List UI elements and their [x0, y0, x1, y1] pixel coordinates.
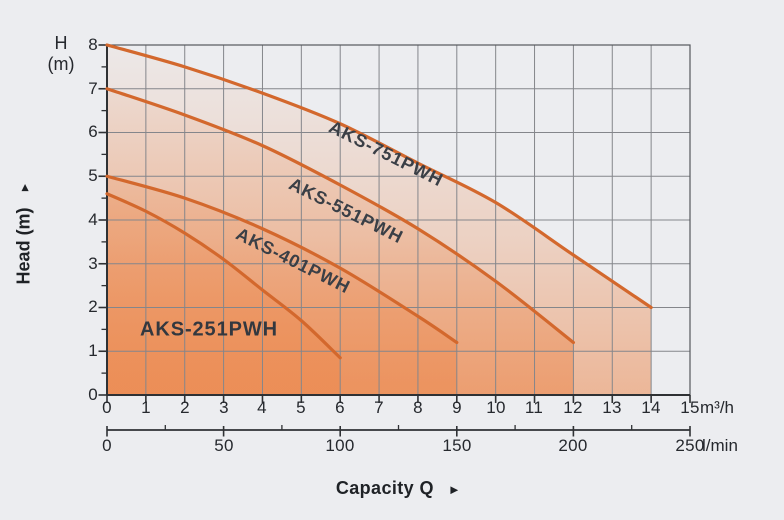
x-tick-label: 7	[374, 398, 384, 417]
y-tick-label: 2	[88, 297, 98, 316]
x-tick-label: 11	[524, 398, 544, 417]
y-tick-label: 4	[88, 210, 98, 229]
x-tick-label: 5	[296, 398, 306, 417]
curve-aks-551pwh	[105, 87, 576, 345]
right-arrow-icon: ►	[447, 482, 462, 497]
curve-aks-251pwh	[105, 192, 342, 360]
x-axis-title: Capacity Q ►	[107, 478, 690, 499]
y-axis-title: Head (m) ►	[14, 182, 35, 285]
y-axis-symbol: H	[54, 33, 68, 53]
x-tick-label: 6	[335, 398, 345, 417]
y-tick-label: 1	[88, 341, 98, 360]
x-tick-label: 1	[141, 398, 151, 417]
y-axis-title-text: Head (m)	[13, 207, 34, 285]
x-tick-label: 2	[180, 398, 190, 417]
x-tick-label: 9	[452, 398, 462, 417]
curve-label-aks-251pwh: AKS-251PWH	[140, 318, 278, 341]
y-axis-unit: (m)	[47, 54, 75, 74]
x-tick-label: 15	[680, 398, 700, 417]
lmin-tick-label: 150	[442, 436, 472, 455]
x-tick-label: 0	[102, 398, 112, 417]
y-axis-corner-label: H (m)	[38, 33, 84, 75]
x-tick-label: 3	[219, 398, 229, 417]
x-tick-label: 4	[257, 398, 267, 417]
x-tick-label: 13	[602, 398, 622, 417]
y-tick-label: 8	[88, 35, 98, 54]
curve-aks-751pwh	[105, 43, 653, 310]
y-tick-label: 5	[88, 166, 98, 185]
lmin-tick-label: 100	[325, 436, 355, 455]
x-tick-label: 8	[413, 398, 423, 417]
up-arrow-icon: ►	[17, 181, 31, 194]
x-tick-label: 12	[563, 398, 583, 417]
y-tick-label: 6	[88, 122, 98, 141]
lmin-tick-label: 50	[214, 436, 234, 455]
y-tick-label: 7	[88, 79, 98, 98]
x-axis-primary-unit: m³/h	[700, 398, 734, 417]
x-axis-secondary-unit: l/min	[702, 436, 738, 455]
y-tick-label: 0	[88, 385, 98, 404]
x-tick-label: 10	[486, 398, 506, 417]
x-tick-label: 14	[641, 398, 661, 417]
y-tick-label: 3	[88, 254, 98, 273]
lmin-tick-label: 200	[558, 436, 588, 455]
x-axis-title-text: Capacity Q	[335, 478, 434, 498]
lmin-tick-label: 0	[102, 436, 112, 455]
curve-aks-401pwh	[105, 174, 459, 345]
lmin-tick-label: 250	[675, 436, 705, 455]
